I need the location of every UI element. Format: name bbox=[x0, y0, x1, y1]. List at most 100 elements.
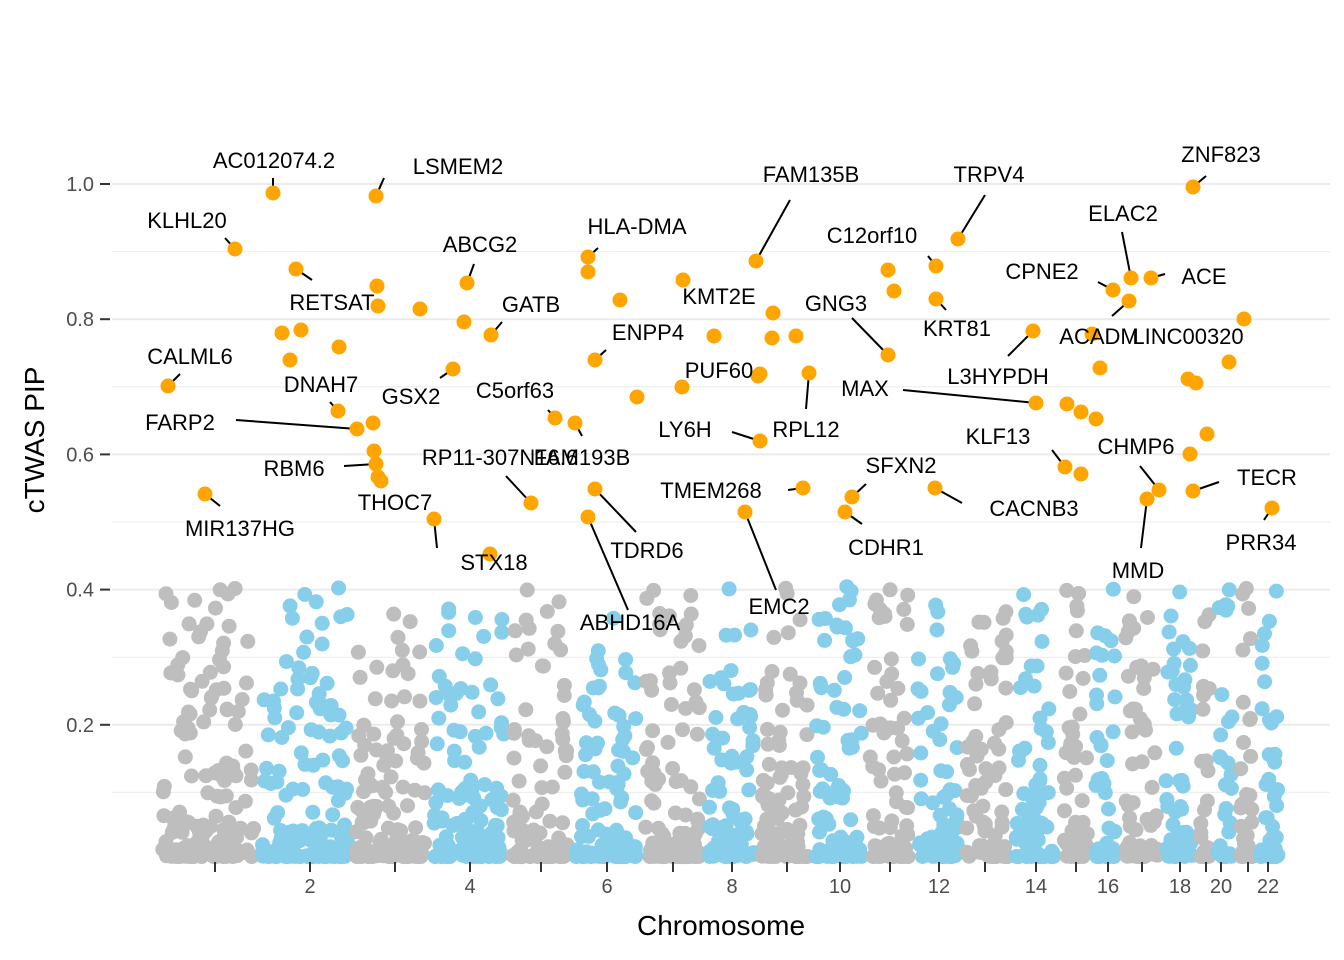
snp-point bbox=[882, 582, 898, 598]
snp-point bbox=[845, 633, 861, 649]
snp-point bbox=[1034, 601, 1049, 617]
snp-point bbox=[311, 724, 327, 740]
snp-point bbox=[783, 760, 799, 776]
snp-point bbox=[727, 848, 743, 864]
snp-point bbox=[678, 849, 694, 865]
gene-label-connector bbox=[594, 488, 637, 533]
snp-point bbox=[606, 835, 622, 851]
x-tick-label: 8 bbox=[726, 876, 737, 898]
snp-point bbox=[299, 629, 315, 645]
snp-point bbox=[1097, 785, 1113, 801]
gene-label-connector bbox=[587, 516, 629, 611]
snp-point bbox=[202, 702, 218, 718]
snp-point bbox=[884, 666, 900, 682]
snp-point bbox=[280, 720, 296, 736]
snp-point bbox=[337, 817, 352, 833]
snp-point bbox=[1148, 808, 1164, 824]
snp-point bbox=[667, 805, 683, 821]
snp-point bbox=[665, 761, 681, 776]
snp-point bbox=[691, 638, 707, 654]
snp-point bbox=[453, 681, 469, 697]
highlighted-point bbox=[1028, 395, 1044, 411]
snp-point bbox=[518, 702, 534, 718]
snp-point bbox=[825, 833, 841, 849]
snp-point bbox=[1107, 648, 1122, 664]
snp-point bbox=[638, 819, 654, 835]
snp-point bbox=[734, 823, 750, 839]
snp-point bbox=[721, 581, 737, 597]
snp-point bbox=[441, 601, 457, 617]
snp-point bbox=[513, 826, 529, 842]
snp-point bbox=[238, 743, 254, 759]
x-tick-label: 16 bbox=[1097, 876, 1119, 898]
gene-label: GATB bbox=[502, 292, 560, 317]
snp-point bbox=[1099, 753, 1115, 769]
snp-point bbox=[928, 597, 944, 613]
snp-point bbox=[477, 777, 493, 793]
snp-point bbox=[867, 838, 883, 854]
snp-point bbox=[772, 769, 788, 785]
y-tick-label: 0.2 bbox=[66, 715, 94, 737]
snp-point bbox=[464, 684, 480, 700]
snp-point bbox=[355, 815, 371, 831]
snp-point bbox=[640, 740, 655, 755]
highlighted-point bbox=[331, 339, 347, 355]
snp-point bbox=[1233, 800, 1249, 816]
snp-point bbox=[1197, 802, 1212, 818]
snp-point bbox=[852, 703, 868, 719]
snp-point bbox=[1075, 670, 1091, 686]
snp-point bbox=[467, 610, 483, 625]
snp-point bbox=[1072, 706, 1088, 722]
highlighted-point bbox=[1073, 466, 1089, 482]
gene-label: RPL12 bbox=[772, 417, 839, 442]
snp-point bbox=[678, 701, 694, 716]
gene-label: AC012074.2 bbox=[213, 148, 335, 173]
snp-point bbox=[1196, 844, 1212, 860]
snp-point bbox=[358, 830, 374, 846]
snp-point bbox=[743, 622, 759, 638]
snp-point bbox=[839, 579, 855, 595]
snp-point bbox=[591, 678, 607, 694]
snp-point bbox=[945, 844, 961, 860]
snp-point bbox=[488, 849, 504, 865]
snp-point bbox=[556, 688, 572, 703]
gene-label: ZNF823 bbox=[1181, 142, 1260, 167]
snp-point bbox=[163, 595, 179, 610]
snp-point bbox=[623, 842, 639, 858]
highlighted-point bbox=[456, 314, 472, 330]
snp-point bbox=[1129, 659, 1145, 675]
snp-point bbox=[177, 749, 193, 765]
snp-point bbox=[207, 848, 222, 864]
snp-point bbox=[847, 647, 863, 663]
snp-point bbox=[1169, 706, 1185, 722]
snp-point bbox=[221, 618, 237, 634]
highlighted-point bbox=[1264, 500, 1280, 516]
snp-point bbox=[943, 821, 959, 837]
snp-point bbox=[409, 750, 425, 766]
snp-point bbox=[1254, 637, 1270, 653]
snp-point bbox=[1140, 610, 1155, 625]
snp-point bbox=[991, 760, 1007, 776]
snp-point bbox=[998, 680, 1014, 696]
snp-point bbox=[627, 675, 643, 691]
snp-point bbox=[539, 739, 555, 755]
gene-label: CPNE2 bbox=[1005, 259, 1078, 284]
highlighted-point bbox=[369, 278, 385, 294]
highlighted-points bbox=[160, 179, 1280, 562]
gene-label: KRT81 bbox=[923, 316, 991, 341]
snp-point bbox=[616, 718, 632, 734]
snp-point bbox=[643, 842, 658, 858]
snp-point bbox=[718, 818, 734, 834]
snp-point bbox=[1092, 667, 1108, 683]
highlighted-point bbox=[1185, 179, 1201, 195]
snp-point bbox=[331, 748, 347, 764]
snp-point bbox=[333, 725, 349, 741]
snp-point bbox=[389, 727, 405, 743]
highlighted-point bbox=[1073, 404, 1089, 420]
snp-point bbox=[1059, 582, 1075, 598]
snp-point bbox=[180, 814, 196, 830]
highlighted-point bbox=[801, 365, 817, 381]
snp-point bbox=[551, 594, 567, 610]
snp-point bbox=[384, 693, 400, 709]
